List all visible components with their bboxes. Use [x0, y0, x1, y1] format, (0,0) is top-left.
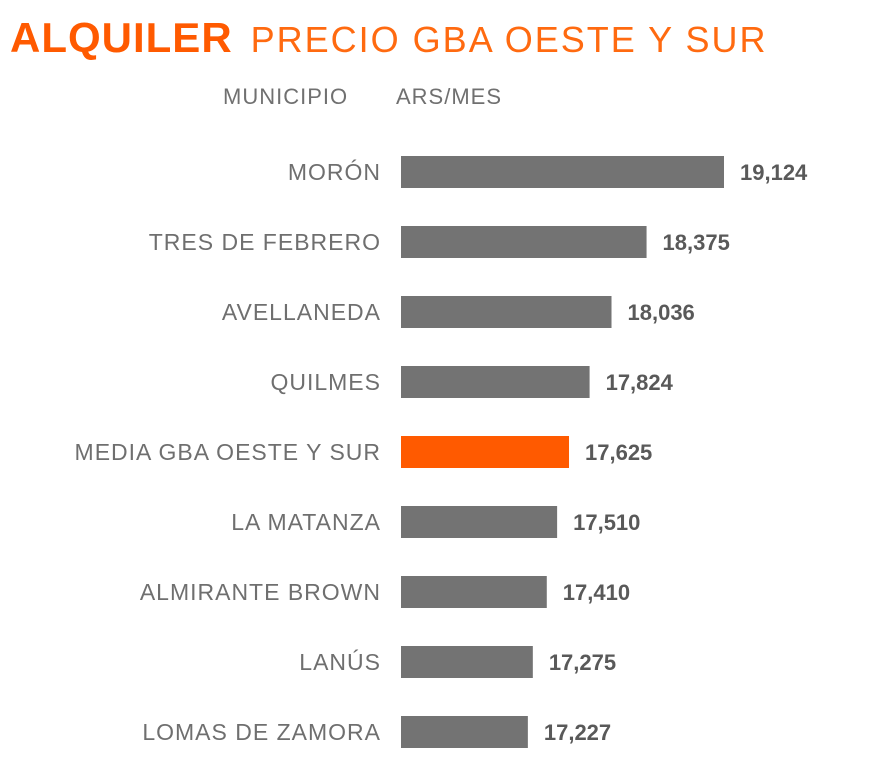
bar [401, 506, 558, 538]
category-label: TRES DE FEBRERO [149, 229, 381, 255]
value-label: 17,510 [573, 510, 640, 535]
value-label: 17,410 [563, 580, 630, 605]
chart-title-block: ALQUILER PRECIO GBA OESTE Y SUR [10, 10, 767, 68]
bar [401, 646, 533, 678]
category-label: MEDIA GBA OESTE Y SUR [75, 439, 381, 465]
bar [401, 296, 612, 328]
bar [401, 576, 547, 608]
value-label: 18,375 [663, 230, 730, 255]
category-label: ALMIRANTE BROWN [140, 579, 381, 605]
bar [401, 366, 590, 398]
value-column-header: ARS/MES [396, 84, 503, 109]
bar-highlight [401, 436, 570, 468]
category-label: LOMAS DE ZAMORA [142, 719, 381, 745]
value-label: 19,124 [740, 160, 808, 185]
category-label: AVELLANEDA [222, 299, 381, 325]
bar [401, 716, 528, 748]
category-label: LANÚS [299, 649, 381, 675]
category-label: MORÓN [288, 159, 381, 185]
value-label: 18,036 [628, 300, 695, 325]
chart-subtitle: PRECIO GBA OESTE Y SUR [250, 19, 768, 60]
value-label: 17,625 [585, 440, 652, 465]
bar [401, 226, 647, 258]
value-label: 17,824 [606, 370, 674, 395]
value-label: 17,275 [549, 650, 616, 675]
category-column-header: MUNICIPIO [223, 84, 349, 109]
category-label: LA MATANZA [231, 509, 381, 535]
chart-title: ALQUILER [10, 14, 233, 61]
value-label: 17,227 [544, 720, 611, 745]
category-label: QUILMES [270, 369, 381, 395]
bar [401, 156, 724, 188]
